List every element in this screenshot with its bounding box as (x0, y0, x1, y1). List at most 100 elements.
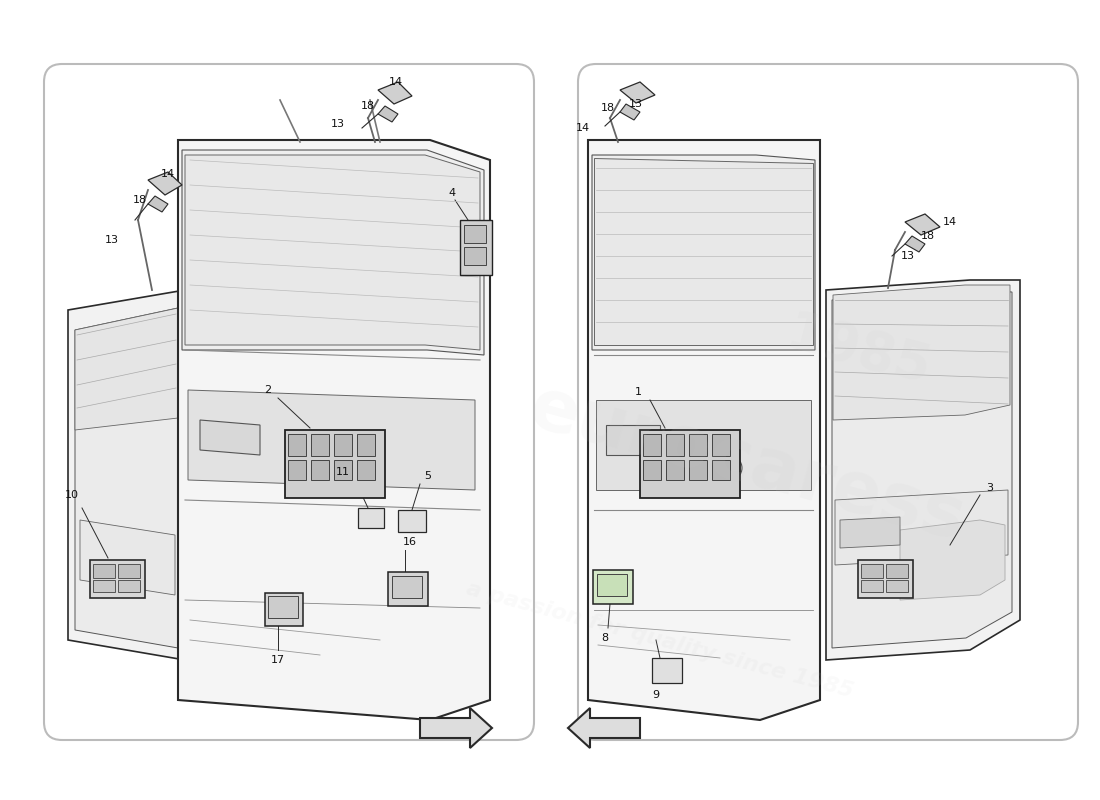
Polygon shape (75, 308, 178, 648)
Text: 9: 9 (652, 690, 660, 700)
Text: 1: 1 (635, 387, 641, 397)
Text: a passion for quality since 1985: a passion for quality since 1985 (464, 578, 856, 702)
Polygon shape (200, 420, 260, 455)
FancyBboxPatch shape (578, 64, 1078, 740)
Bar (90, 560, 145, 598)
Bar (288, 460, 306, 480)
Polygon shape (68, 290, 185, 660)
Polygon shape (378, 106, 398, 122)
Bar (593, 570, 632, 604)
Bar (388, 572, 428, 606)
Bar (666, 460, 684, 480)
Bar (644, 460, 661, 480)
Polygon shape (835, 490, 1008, 565)
Text: 2: 2 (264, 385, 272, 395)
Bar (712, 460, 730, 480)
Bar (285, 430, 385, 498)
Text: 3: 3 (987, 483, 993, 493)
Text: 1985: 1985 (780, 308, 936, 396)
Polygon shape (832, 290, 1012, 648)
Bar (118, 580, 140, 592)
Bar (358, 434, 375, 456)
Bar (334, 434, 352, 456)
Text: 4: 4 (449, 188, 455, 198)
Text: 5: 5 (425, 471, 431, 481)
Bar (597, 574, 627, 596)
Bar (689, 460, 707, 480)
Text: 10: 10 (65, 490, 79, 500)
Bar (311, 434, 329, 456)
Polygon shape (833, 285, 1010, 420)
Text: 13: 13 (104, 235, 119, 245)
Bar (311, 460, 329, 480)
Bar (712, 434, 730, 456)
Circle shape (718, 456, 743, 480)
Text: 13: 13 (901, 251, 915, 261)
Bar (358, 508, 384, 528)
Polygon shape (378, 82, 412, 104)
Bar (861, 580, 883, 592)
Polygon shape (80, 520, 175, 595)
Polygon shape (420, 708, 492, 748)
Polygon shape (148, 172, 182, 195)
Polygon shape (620, 104, 640, 120)
Bar (265, 593, 302, 626)
Bar (886, 564, 907, 578)
Bar (334, 460, 352, 480)
Bar (644, 434, 661, 456)
Text: 16: 16 (403, 537, 417, 547)
Polygon shape (840, 517, 900, 548)
Bar (358, 460, 375, 480)
Polygon shape (568, 708, 640, 748)
FancyBboxPatch shape (44, 64, 534, 740)
Polygon shape (826, 280, 1020, 660)
Polygon shape (606, 425, 660, 455)
Bar (886, 580, 907, 592)
Circle shape (318, 453, 342, 477)
Bar (858, 560, 913, 598)
Text: 14: 14 (943, 217, 957, 227)
Text: 18: 18 (601, 103, 615, 113)
Polygon shape (596, 400, 811, 490)
Bar (640, 430, 740, 498)
Polygon shape (620, 82, 654, 103)
Bar (268, 596, 298, 618)
Bar (464, 247, 486, 265)
Text: 14: 14 (389, 77, 403, 87)
Text: 11: 11 (336, 467, 350, 477)
Text: 18: 18 (361, 101, 375, 111)
Bar (398, 510, 426, 532)
Polygon shape (178, 140, 490, 720)
Polygon shape (594, 158, 813, 345)
Polygon shape (905, 214, 940, 235)
Polygon shape (905, 236, 925, 252)
Bar (861, 564, 883, 578)
Polygon shape (592, 155, 815, 350)
Bar (94, 564, 115, 578)
Text: 14: 14 (576, 123, 590, 133)
Bar (392, 576, 422, 598)
Text: eurocaress: eurocaress (522, 373, 974, 555)
Text: 18: 18 (133, 195, 147, 205)
Polygon shape (148, 196, 168, 212)
Bar (288, 434, 306, 456)
Polygon shape (75, 308, 178, 430)
Polygon shape (900, 520, 1005, 600)
Bar (460, 220, 492, 275)
Bar (666, 434, 684, 456)
Polygon shape (588, 140, 820, 720)
Text: 17: 17 (271, 655, 285, 665)
Bar (118, 564, 140, 578)
Text: 18: 18 (921, 231, 935, 241)
Bar (652, 658, 682, 683)
Text: 13: 13 (629, 99, 644, 109)
Polygon shape (182, 150, 484, 355)
Polygon shape (185, 155, 480, 350)
Polygon shape (188, 390, 475, 490)
Text: 14: 14 (161, 169, 175, 179)
Bar (94, 580, 115, 592)
Bar (689, 434, 707, 456)
Text: 8: 8 (602, 633, 608, 643)
Bar (464, 225, 486, 243)
Text: 13: 13 (331, 119, 345, 129)
